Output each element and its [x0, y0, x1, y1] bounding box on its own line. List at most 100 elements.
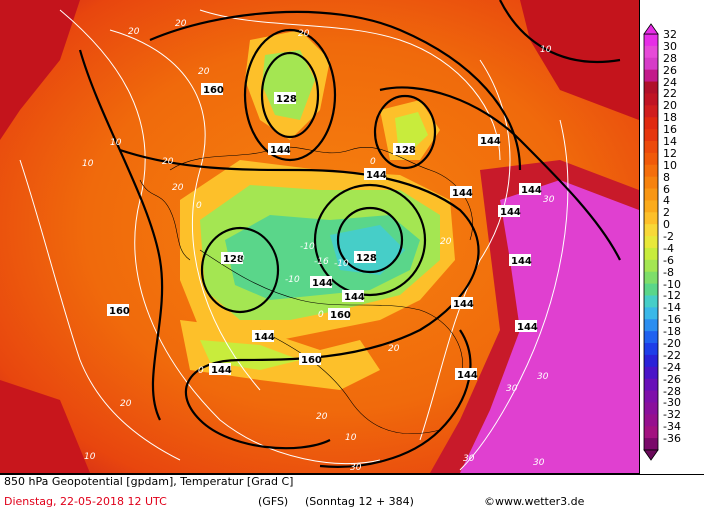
- model-run: (Sonntag 12 + 384): [305, 495, 414, 508]
- legend-label: -32: [663, 408, 681, 422]
- legend-band: [644, 188, 658, 201]
- legend-band: [644, 200, 658, 213]
- legend-band: [644, 307, 658, 320]
- geo-label-160-a: 160: [203, 85, 224, 96]
- legend-band: [644, 390, 658, 403]
- valid-date: Dienstag, 22-05-2018 12 UTC: [4, 495, 167, 508]
- legend-band: [644, 224, 658, 237]
- map-caption: 850 hPa Geopotential [gpdam], Temperatur…: [0, 474, 704, 514]
- legend-label: 30: [663, 39, 677, 53]
- legend-band: [644, 176, 658, 190]
- legend-band: [644, 271, 658, 285]
- temp-label-20-b: 10: [82, 159, 94, 169]
- legend-label: -12: [663, 289, 681, 303]
- legend-label: 0: [663, 218, 670, 232]
- temp-label-20-c: 10: [540, 45, 552, 55]
- geo-label-160-b: 160: [109, 306, 130, 317]
- copyright-link[interactable]: ©www.wetter3.de: [484, 495, 585, 508]
- temp-label-20-a: 10: [110, 138, 122, 148]
- temp-label-0-d: 0: [198, 366, 204, 376]
- legend-label: -24: [663, 360, 681, 374]
- temp-label-30-b: 30: [506, 384, 518, 394]
- legend-band: [644, 105, 658, 118]
- legend-label: 20: [663, 99, 677, 113]
- temperature-isolines: [19, 9, 569, 471]
- legend-band: [644, 69, 658, 83]
- temp-label-30-c: 30: [537, 372, 549, 382]
- legend-band: [644, 140, 658, 154]
- legend-label: -10: [663, 277, 681, 291]
- geo-label-128-ne: 128: [395, 145, 416, 156]
- legend-label: -26: [663, 372, 681, 386]
- geo-label-128-central: 128: [356, 253, 377, 264]
- temp-label-m16: -16: [314, 257, 329, 267]
- legend-label: 4: [663, 194, 670, 208]
- legend-band: [644, 295, 658, 308]
- legend-band: [644, 319, 658, 332]
- legend-band: [644, 438, 658, 451]
- legend-band: [644, 366, 658, 380]
- legend-top-arrow: [643, 23, 659, 35]
- warm-region-sw: [0, 380, 90, 473]
- legend-label: -34: [663, 420, 681, 434]
- legend-label: -2: [663, 230, 674, 244]
- geo-label-144-c: 144: [452, 188, 473, 199]
- legend-label: -18: [663, 325, 681, 339]
- cold-core-south: [200, 340, 300, 370]
- legend-label: -22: [663, 348, 681, 362]
- legend-label: 10: [663, 158, 677, 172]
- legend-band: [644, 117, 658, 130]
- geo-label-144-l: 144: [500, 207, 521, 218]
- legend-band: [644, 426, 658, 439]
- geo-label-160-c: 160: [301, 355, 322, 366]
- map-title: 850 hPa Geopotential [gpdam], Temperatur…: [4, 475, 294, 488]
- legend-band: [644, 378, 658, 392]
- temp-label-30-a: 30: [543, 195, 555, 205]
- geo-label-160-d: 160: [330, 310, 351, 321]
- legend-band: [644, 343, 658, 356]
- geo-label-144-e: 144: [312, 278, 333, 289]
- legend-label: 32: [663, 28, 677, 41]
- temp-label-10-c: 20: [298, 29, 310, 39]
- geo-label-144-f: 144: [344, 292, 365, 303]
- geo-label-144-g: 144: [254, 332, 275, 343]
- warm-region-nw: [0, 0, 80, 140]
- legend-label: 2: [663, 206, 670, 220]
- temp-label-20-e: 10: [84, 452, 96, 462]
- legend-label: -14: [663, 301, 681, 315]
- legend-label: 26: [663, 63, 677, 77]
- temp-label-0-b: 0: [370, 157, 376, 167]
- legend-label: 18: [663, 111, 677, 125]
- geo-label-144-n: 144: [521, 185, 542, 196]
- temperature-labels: 20 20 20 20 20 20 20 20 20 20 0 0 0 0 -1…: [82, 19, 555, 473]
- legend-colorbar: [643, 23, 659, 461]
- geo-label-144-a: 144: [270, 145, 291, 156]
- legend-label: 16: [663, 123, 677, 137]
- hot-region-se: [460, 180, 639, 473]
- legend-label: -30: [663, 396, 681, 410]
- geo-label-128-west: 128: [223, 254, 244, 265]
- temp-label-10-f: 20: [172, 183, 184, 193]
- legend-label: 14: [663, 134, 677, 148]
- legend-band: [644, 129, 658, 142]
- temp-label-10-j: 20: [316, 412, 328, 422]
- geo-label-144-b: 144: [366, 170, 387, 181]
- temp-label-10-a: 20: [128, 27, 140, 37]
- temp-label-30-e: 30: [463, 454, 475, 464]
- legend-label: 6: [663, 182, 670, 196]
- temperature-legend: 32 30 28 26 24 22 20 18 16 14 12 10 8 6 4 2 0 -2 -4 -6 -8 -10…: [640, 0, 704, 474]
- geo-label-144-h: 144: [211, 365, 232, 376]
- weather-map: 128 128 128 128 144 144 144 144 144 144 …: [0, 0, 640, 474]
- temp-label-20-d: 10: [345, 433, 357, 443]
- temp-label-m10-b: -10: [230, 254, 245, 264]
- legend-band: [644, 247, 658, 261]
- geo-label-144-i: 144: [453, 299, 474, 310]
- legend-bottom-arrow: [643, 449, 659, 461]
- legend-band: [644, 34, 658, 47]
- legend-band: [644, 164, 658, 178]
- legend-label: 8: [663, 170, 670, 184]
- geo-label-144-j: 144: [517, 322, 538, 333]
- legend-label: -20: [663, 337, 681, 351]
- geo-label-144-k: 144: [457, 370, 478, 381]
- legend-band: [644, 283, 658, 296]
